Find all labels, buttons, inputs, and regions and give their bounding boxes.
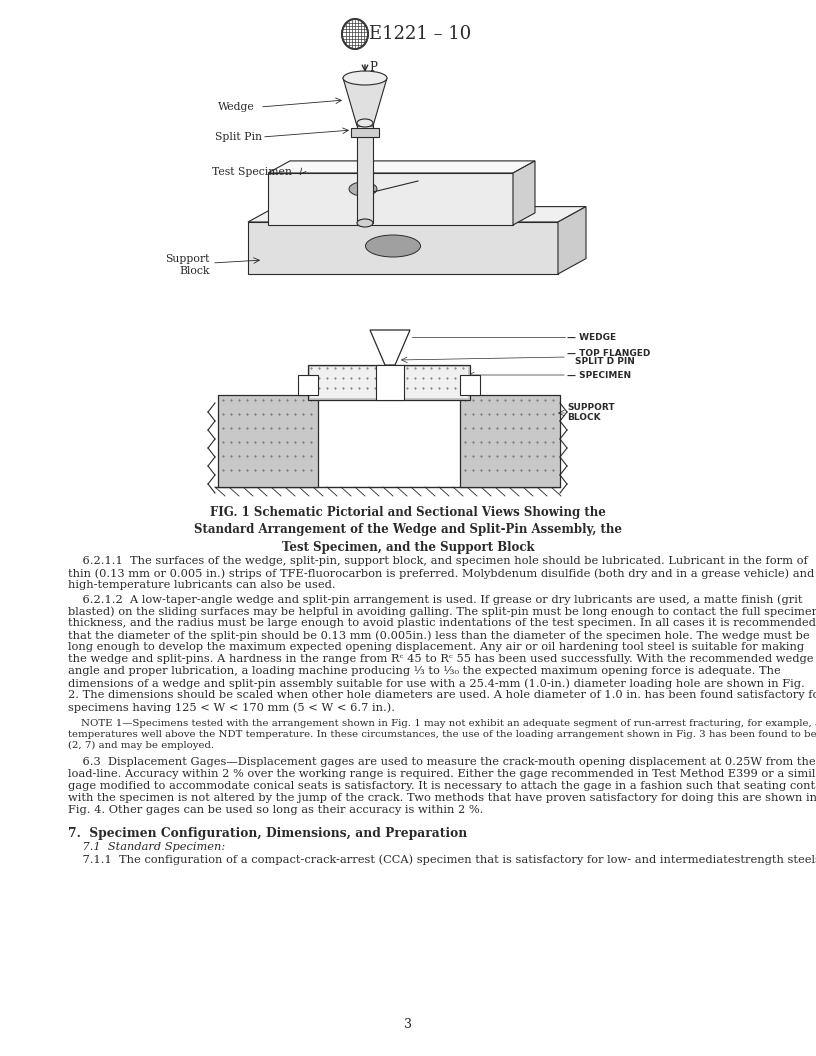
Text: E1221 – 10: E1221 – 10: [369, 25, 471, 43]
Bar: [308, 365, 470, 400]
Text: 6.3  Displacement Gages—Displacement gages are used to measure the crack-mouth o: 6.3 Displacement Gages—Displacement gage…: [68, 757, 816, 768]
Text: 6.2.1.2  A low-taper-angle wedge and split-pin arrangement is used. If grease or: 6.2.1.2 A low-taper-angle wedge and spli…: [68, 593, 802, 605]
Text: Split Pin: Split Pin: [215, 132, 262, 142]
Text: the wedge and split-pins. A hardness in the range from Rᶜ 45 to Rᶜ 55 has been u: the wedge and split-pins. A hardness in …: [68, 654, 814, 664]
Text: BLOCK: BLOCK: [567, 414, 601, 422]
Ellipse shape: [349, 182, 377, 196]
Bar: [218, 395, 318, 487]
Text: 7.1  Standard Specimen:: 7.1 Standard Specimen:: [68, 843, 225, 852]
Text: (2, 7) and may be employed.: (2, 7) and may be employed.: [68, 740, 214, 750]
Text: high-temperature lubricants can also be used.: high-temperature lubricants can also be …: [68, 580, 335, 590]
Text: FIG. 1 Schematic Pictorial and Sectional Views Showing the
Standard Arrangement : FIG. 1 Schematic Pictorial and Sectional…: [194, 506, 622, 554]
Ellipse shape: [357, 119, 373, 127]
Text: 2. The dimensions should be scaled when other hole diameters are used. A hole di: 2. The dimensions should be scaled when …: [68, 690, 816, 700]
Polygon shape: [370, 329, 410, 365]
Text: 3: 3: [404, 1018, 412, 1032]
Text: thin (0.13 mm or 0.005 in.) strips of TFE-fluorocarbon is preferred. Molybdenum : thin (0.13 mm or 0.005 in.) strips of TF…: [68, 568, 814, 579]
Text: temperatures well above the NDT temperature. In these circumstances, the use of : temperatures well above the NDT temperat…: [68, 730, 816, 739]
Text: NOTE 1—Specimens tested with the arrangement shown in Fig. 1 may not exhibit an : NOTE 1—Specimens tested with the arrange…: [68, 719, 816, 728]
Polygon shape: [268, 173, 513, 225]
Text: Wedge: Wedge: [218, 102, 255, 112]
Text: 7.  Specimen Configuration, Dimensions, and Preparation: 7. Specimen Configuration, Dimensions, a…: [68, 828, 468, 841]
Ellipse shape: [343, 71, 387, 84]
Bar: [376, 365, 404, 400]
Ellipse shape: [366, 235, 420, 257]
Bar: [460, 395, 560, 487]
Polygon shape: [248, 207, 586, 222]
Polygon shape: [351, 128, 379, 137]
Text: 7.1.1  The configuration of a compact-crack-arrest (CCA) specimen that is satisf: 7.1.1 The configuration of a compact-cra…: [68, 854, 816, 865]
Text: specimens having 125 < W < 170 mm (5 < W < 6.7 in.).: specimens having 125 < W < 170 mm (5 < W…: [68, 702, 395, 713]
Text: that the diameter of the split-pin should be 0.13 mm (0.005in.) less than the di: that the diameter of the split-pin shoul…: [68, 630, 809, 641]
Text: Support
Block: Support Block: [166, 254, 210, 276]
Text: SPLIT D PIN: SPLIT D PIN: [575, 358, 635, 366]
Polygon shape: [357, 122, 373, 223]
Text: — SPECIMEN: — SPECIMEN: [567, 371, 631, 379]
Text: 6.2.1.1  The surfaces of the wedge, split-pin, support block, and specimen hole : 6.2.1.1 The surfaces of the wedge, split…: [68, 557, 808, 566]
Text: P: P: [369, 61, 377, 74]
Text: with the specimen is not altered by the jump of the crack. Two methods that have: with the specimen is not altered by the …: [68, 793, 816, 804]
Text: load-line. Accuracy within 2 % over the working range is required. Either the ga: load-line. Accuracy within 2 % over the …: [68, 770, 816, 779]
Text: — TOP FLANGED: — TOP FLANGED: [567, 348, 650, 358]
Polygon shape: [513, 161, 535, 225]
Text: dimensions of a wedge and split-pin assembly suitable for use with a 25.4-mm (1.: dimensions of a wedge and split-pin asse…: [68, 678, 805, 689]
Polygon shape: [268, 161, 535, 173]
Ellipse shape: [357, 219, 373, 227]
Bar: [298, 375, 318, 395]
Text: Test Specimen: Test Specimen: [212, 167, 292, 177]
Text: Fig. 4. Other gages can be used so long as their accuracy is within 2 %.: Fig. 4. Other gages can be used so long …: [68, 806, 483, 815]
Polygon shape: [558, 207, 586, 274]
Text: — WEDGE: — WEDGE: [567, 333, 616, 341]
Polygon shape: [248, 222, 558, 274]
Ellipse shape: [342, 19, 368, 49]
Text: angle and proper lubrication, a loading machine producing ⅓ to ⅓₀ the expected m: angle and proper lubrication, a loading …: [68, 666, 781, 676]
Polygon shape: [343, 78, 387, 126]
Text: gage modified to accommodate conical seats is satisfactory. It is necessary to a: gage modified to accommodate conical sea…: [68, 781, 816, 791]
Bar: [310, 367, 468, 398]
Text: thickness, and the radius must be large enough to avoid plastic indentations of : thickness, and the radius must be large …: [68, 618, 816, 628]
Text: blasted) on the sliding surfaces may be helpful in avoiding galling. The split-p: blasted) on the sliding surfaces may be …: [68, 606, 816, 617]
Text: SUPPORT: SUPPORT: [567, 403, 614, 413]
Bar: [460, 375, 480, 395]
Text: long enough to develop the maximum expected opening displacement. Any air or oil: long enough to develop the maximum expec…: [68, 642, 804, 652]
